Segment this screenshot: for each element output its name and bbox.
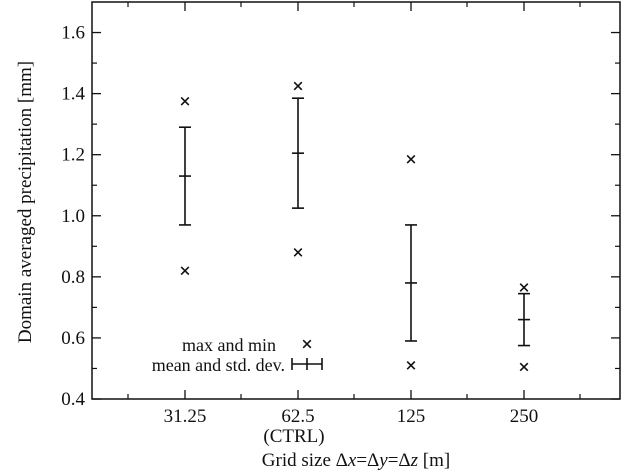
legend-label-mean-std: mean and std. dev. bbox=[152, 355, 285, 375]
mean-std-errorbar bbox=[179, 126, 191, 226]
max-point bbox=[519, 283, 529, 292]
x-tick-sublabel: (CTRL) bbox=[263, 426, 324, 447]
cross-stroke bbox=[180, 96, 190, 106]
x-axis-title-part: x bbox=[347, 450, 357, 471]
max-point bbox=[180, 96, 190, 106]
legend-marker-max-min bbox=[302, 339, 312, 349]
x-axis-title-part: =Δ bbox=[388, 450, 411, 471]
max-point bbox=[293, 81, 303, 91]
x-axis-title-part: z bbox=[410, 450, 419, 471]
cross-stroke bbox=[406, 154, 416, 164]
cross-stroke bbox=[302, 339, 312, 349]
y-tick-label: 0.8 bbox=[61, 267, 85, 288]
min-point bbox=[519, 362, 529, 372]
x-tick-label: 31.25 bbox=[164, 406, 207, 427]
min-point bbox=[406, 361, 416, 370]
cross-stroke bbox=[293, 248, 303, 257]
cross-stroke bbox=[519, 283, 529, 292]
x-axis-title-part: [m] bbox=[418, 450, 450, 471]
y-tick-label: 0.4 bbox=[61, 389, 85, 410]
x-axis-title: Grid size Δx=Δy=Δz [m] bbox=[262, 450, 450, 471]
y-tick-label: 1.0 bbox=[61, 206, 85, 227]
x-axis-title-part: Grid size Δ bbox=[262, 450, 348, 471]
y-tick-label: 0.6 bbox=[61, 328, 85, 349]
cross-stroke bbox=[519, 362, 529, 372]
legend-marker-mean-std bbox=[291, 358, 323, 370]
x-tick-label: 125 bbox=[397, 406, 426, 427]
cross-stroke bbox=[180, 266, 190, 276]
mean-std-errorbar bbox=[518, 292, 530, 347]
min-point bbox=[293, 248, 303, 257]
plot-frame bbox=[91, 1, 621, 400]
x-axis-title-part: =Δ bbox=[356, 450, 379, 471]
y-tick-label: 1.4 bbox=[61, 84, 85, 105]
mean-std-errorbar bbox=[292, 97, 304, 209]
y-tick-label: 1.2 bbox=[61, 145, 85, 166]
x-tick-label: 62.5 bbox=[281, 406, 314, 427]
min-point bbox=[180, 266, 190, 276]
y-tick-label: 1.6 bbox=[61, 23, 85, 44]
x-tick-label: 250 bbox=[510, 406, 539, 427]
legend-label-max-min: max and min bbox=[182, 335, 276, 355]
mean-std-errorbar bbox=[405, 224, 417, 342]
y-axis-title: Domain averaged precipitation [mm] bbox=[15, 61, 36, 343]
max-point bbox=[406, 154, 416, 164]
x-axis-title-part: y bbox=[377, 450, 388, 471]
cross-stroke bbox=[406, 361, 416, 370]
cross-stroke bbox=[293, 81, 303, 91]
